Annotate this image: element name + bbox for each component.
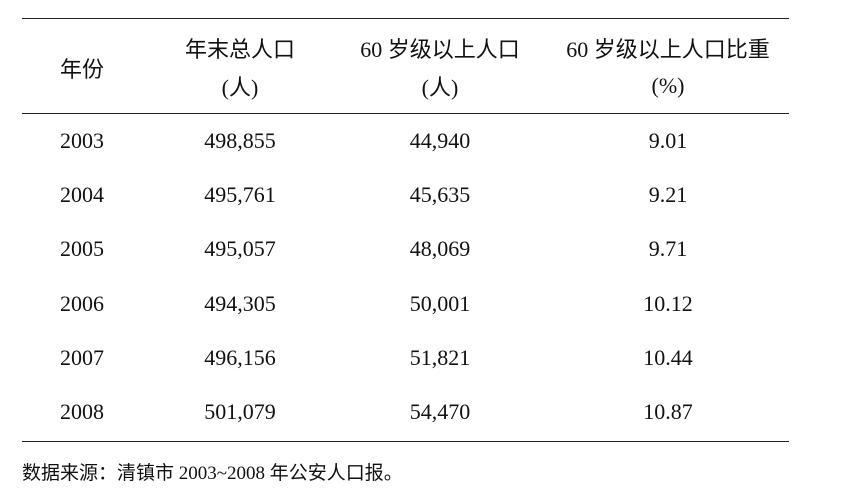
footnote: 数据来源：清镇市 2003~2008 年公安人口报。 bbox=[22, 463, 403, 484]
table-cell: 10.44 bbox=[643, 344, 693, 370]
bottom-rule bbox=[22, 441, 789, 442]
table-cell: 51,821 bbox=[409, 344, 471, 370]
table-cell: 2004 bbox=[60, 182, 104, 208]
table-cell: 2005 bbox=[60, 236, 104, 262]
header-rule bbox=[22, 113, 789, 114]
table-cell: 2003 bbox=[60, 128, 104, 153]
header-cell: (人) bbox=[221, 75, 259, 100]
table-cell: 9.71 bbox=[648, 236, 688, 262]
table-cell: 54,470 bbox=[409, 399, 471, 424]
table-cell: 2007 bbox=[60, 344, 104, 370]
table-cell: 501,079 bbox=[204, 399, 276, 424]
table-cell: 498,855 bbox=[204, 128, 276, 153]
top-rule bbox=[22, 18, 789, 19]
table-cell: 48,069 bbox=[409, 236, 471, 262]
table-cell: 50,001 bbox=[409, 290, 471, 316]
table-cell: 10.12 bbox=[643, 290, 693, 316]
header-cell: (%) bbox=[651, 73, 685, 98]
header-cell: 年份 bbox=[59, 57, 105, 82]
header-cell: 60 岁级以上人口 bbox=[360, 37, 520, 62]
header-cell: (人) bbox=[421, 75, 459, 100]
table-cell: 9.21 bbox=[648, 182, 688, 208]
table-cell: 9.01 bbox=[648, 128, 688, 153]
table-cell: 2008 bbox=[60, 399, 104, 424]
header-cell: 年末总人口 bbox=[184, 37, 296, 62]
table-cell: 494,305 bbox=[204, 290, 276, 316]
header-cell: 60 岁级以上人口比重 bbox=[566, 37, 770, 62]
table-cell: 45,635 bbox=[409, 182, 471, 208]
table-cell: 495,057 bbox=[204, 236, 276, 262]
table-cell: 495,761 bbox=[204, 182, 276, 208]
table-cell: 10.87 bbox=[643, 399, 693, 424]
table-cell: 2006 bbox=[60, 290, 104, 316]
table-cell: 44,940 bbox=[409, 128, 471, 153]
table-cell: 496,156 bbox=[204, 344, 276, 370]
